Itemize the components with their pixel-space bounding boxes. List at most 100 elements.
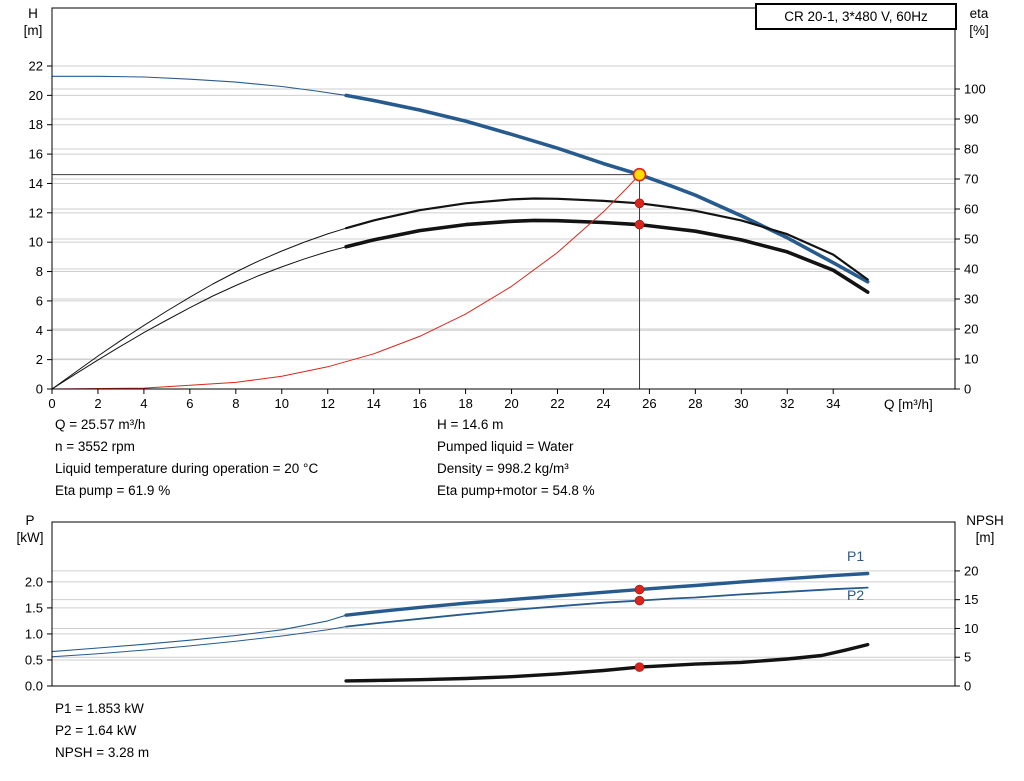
readout-eta-pump-motor: Eta pump+motor = 54.8 % [437,483,595,498]
tick-label: 90 [964,112,978,127]
axis-title-p-name: P [25,513,35,528]
axis-title-p-unit: [kW] [16,530,44,545]
axis-title-eta: eta [%] [957,5,1001,39]
axis-title-eta-unit: [%] [969,23,989,38]
pump-model-title-box: CR 20-1, 3*480 V, 60Hz [755,3,957,30]
eta-pump-motor-curve-extended [51,246,347,390]
eta-pump-motor-point [634,219,645,230]
tick-label: 18 [29,117,43,132]
readout-q: Q = 25.57 m³/h [55,417,146,432]
duty-point-marker[interactable] [632,167,647,182]
tick-label: 6 [36,293,43,308]
tick-label: 14 [366,396,380,411]
axis-title-eta-name: eta [969,6,989,21]
tick-label: 16 [412,396,426,411]
tick-label: 0.0 [25,679,43,694]
tick-label: 0 [48,396,55,411]
tick-label: 8 [36,264,43,279]
tick-label: 24 [596,396,610,411]
npsh-point [634,662,645,672]
tick-label: 1.5 [25,600,43,615]
plot-frame [51,521,956,687]
tick-label: 10 [964,352,978,367]
tick-label: 18 [458,396,472,411]
readout-eta-pump: Eta pump = 61.9 % [55,483,171,498]
plot-frame [51,7,956,390]
p1-curve [344,571,870,617]
readout-h: H = 14.6 m [437,417,504,432]
tick-label: 80 [964,142,978,157]
tick-label: 20 [29,88,43,103]
tick-label: 22 [29,58,43,73]
tick-label: 2 [36,352,43,367]
axis-title-h-unit: [m] [23,23,43,38]
tick-label: 20 [504,396,518,411]
tick-label: 10 [275,396,289,411]
axis-title-npsh: NPSH [m] [954,512,1016,546]
axis-title-h: H [m] [16,5,50,39]
readout-density: Density = 998.2 kg/m³ [437,461,569,476]
eta-pump-curve [345,197,869,281]
readout-pumped-liquid: Pumped liquid = Water [437,439,574,454]
tick-label: 100 [964,82,986,97]
tick-label: 10 [29,235,43,250]
eta-pump-motor-curve [344,218,870,294]
axis-title-npsh-unit: [m] [975,530,995,545]
tick-label: 20 [964,563,978,578]
readout-p1: P1 = 1.853 kW [55,701,144,716]
tick-label: 30 [734,396,748,411]
tick-label: 15 [964,592,978,607]
tick-label: 16 [29,147,43,162]
tick-label: 60 [964,202,978,217]
readout-n: n = 3552 rpm [55,439,135,454]
readout-block-bottom: P1 = 1.853 kW P2 = 1.64 kW NPSH = 3.28 m [55,698,149,764]
tick-label: 8 [232,396,239,411]
tick-label: 4 [140,396,147,411]
tick-label: 20 [964,322,978,337]
readout-npsh: NPSH = 3.28 m [55,745,150,760]
tick-label: 10 [964,621,978,636]
axis-title-h-name: H [28,6,38,21]
p2-point [634,595,645,606]
tick-label: 6 [186,396,193,411]
readout-block-left: Q = 25.57 m³/h n = 3552 rpm Liquid tempe… [55,414,318,502]
qh-curve-extended [51,75,347,96]
axis-title-p: P [kW] [10,512,50,546]
readout-block-right: H = 14.6 m Pumped liquid = Water Density… [437,414,595,502]
tick-label: 0 [964,679,971,694]
tick-label: 12 [320,396,334,411]
axis-title-npsh-name: NPSH [966,513,1004,528]
tick-label: 2.0 [25,574,43,589]
tick-label: 12 [29,205,43,220]
tick-label: 40 [964,262,978,277]
tick-label: 32 [780,396,794,411]
qh-curve [344,93,870,284]
p2-curve [345,586,869,628]
tick-label: 14 [29,176,43,191]
axis-title-q: Q [m³/h] [884,397,933,412]
eta-pump-point [634,198,645,209]
tick-label: 26 [642,396,656,411]
curve-label-p1: P1 [847,548,864,564]
tick-label: 5 [964,650,971,665]
pump-model-title: CR 20-1, 3*480 V, 60Hz [784,9,928,24]
tick-label: 50 [964,232,978,247]
tick-label: 0 [36,382,43,397]
p1-curve-extended [51,614,347,653]
tick-label: 0.5 [25,652,43,667]
tick-label: 22 [550,396,564,411]
tick-label: 70 [964,172,978,187]
curve-label-p2: P2 [847,587,864,603]
readout-liquid-temperature: Liquid temperature during operation = 20… [55,461,319,476]
tick-label: 28 [688,396,702,411]
readout-p2: P2 = 1.64 kW [55,723,137,738]
p2-curve-extended [51,626,347,658]
tick-label: 2 [94,396,101,411]
tick-label: 34 [826,396,840,411]
npsh-curve [344,642,870,683]
system-curve [51,174,640,390]
tick-label: 4 [36,323,43,338]
tick-label: 30 [964,292,978,307]
